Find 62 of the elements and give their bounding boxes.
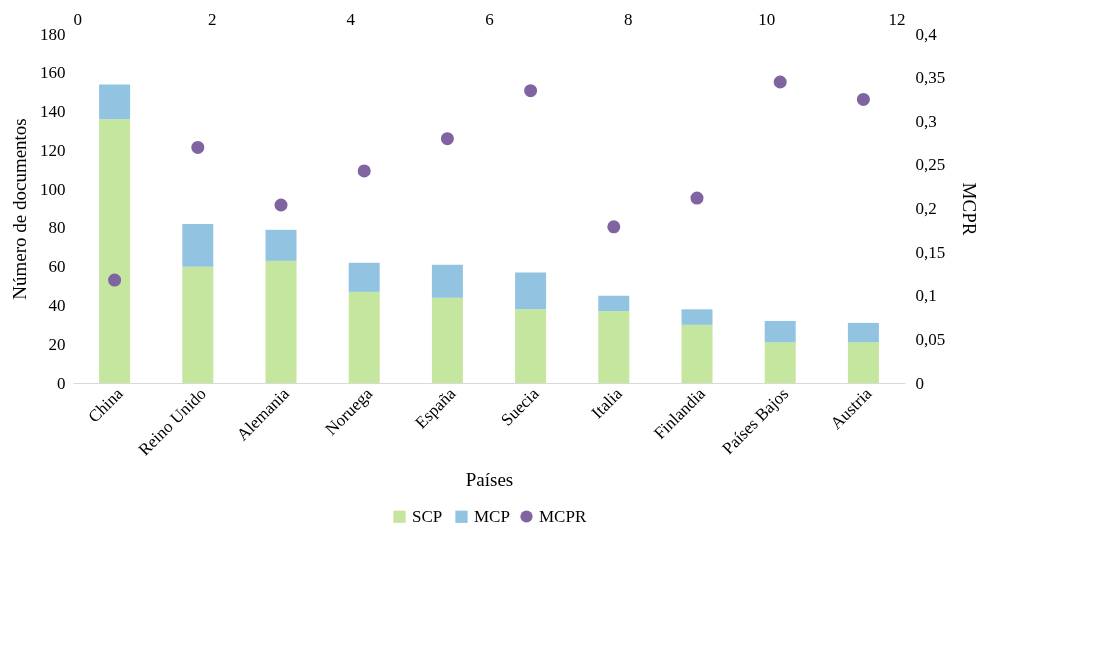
legend-label: MCP [474,506,510,526]
x2-tick-label: 4 [346,9,356,29]
x2-tick-label: 0 [73,9,82,29]
bar [764,342,796,383]
x2-tick-label: 10 [758,9,776,29]
bar [182,224,214,267]
bar [598,311,630,383]
bar [764,320,796,343]
bar [99,84,131,120]
y-tick-label: 180 [40,24,66,44]
y-tick-label: 140 [40,102,66,122]
bar [348,291,380,383]
y2-tick-label: 0 [915,373,924,393]
point [690,191,704,205]
point [274,198,288,212]
y-tick-label: 120 [40,140,66,160]
point [357,164,371,178]
bar [431,264,463,298]
point [108,273,122,287]
y2-tick-label: 0,25 [915,155,946,175]
y2-tick-label: 0,2 [915,199,937,218]
y2-tick-label: 0,35 [915,68,946,88]
bar [598,295,630,312]
bar [182,266,214,383]
bar [515,272,547,310]
y-tick-label: 40 [48,295,66,315]
y2-tick-label: 0,05 [915,329,946,349]
y-tick-label: 20 [48,334,66,354]
x2-tick-label: 2 [207,9,217,29]
point [191,140,205,154]
bar [431,297,463,383]
bar [348,262,380,292]
point [773,75,787,89]
bar [515,309,547,383]
y-tick-label: 60 [48,257,66,277]
bar [847,322,879,343]
x-axis-title: Países [465,468,514,490]
y-axis-title: Número de documentos [9,118,30,300]
legend-label: MCPR [539,506,587,526]
bar [681,324,713,383]
y2-axis-title: MCPR [959,182,981,236]
bar [265,229,297,261]
y2-tick-label: 0,4 [915,24,938,44]
bar [99,119,131,383]
x2-tick-label: 8 [623,9,633,29]
y2-tick-label: 0,15 [915,242,946,262]
point [440,132,454,146]
point [524,84,538,98]
y-tick-label: 0 [57,373,66,393]
y2-tick-label: 0,3 [915,111,937,131]
legend-label: SCP [412,506,443,526]
y-tick-label: 100 [40,179,66,199]
y2-tick-label: 0,1 [915,286,937,306]
bar [847,342,879,383]
point [856,92,870,106]
point [607,220,621,234]
bar [265,260,297,383]
y-tick-label: 160 [40,63,66,83]
x2-tick-label: 12 [888,9,906,29]
y-tick-label: 80 [48,218,66,238]
x2-tick-label: 6 [485,9,494,29]
bar [681,309,713,325]
